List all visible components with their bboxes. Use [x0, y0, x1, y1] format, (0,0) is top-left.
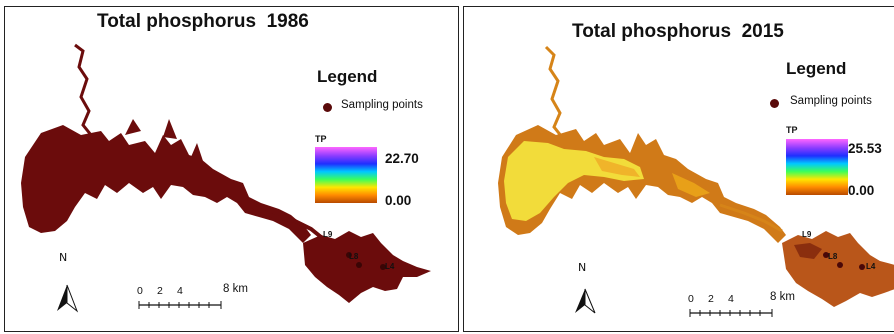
site-label: L4 [866, 262, 876, 271]
color-ramp [786, 139, 848, 195]
reservoir-map-2015: L9 L8 L4 [498, 45, 894, 317]
connecting-channel [252, 205, 323, 239]
sampling-point [823, 252, 829, 258]
scale-bar [138, 301, 222, 309]
upstream-channel [74, 43, 93, 144]
legend-max: 25.53 [848, 141, 882, 156]
scale-tick-2: 2 [708, 293, 714, 305]
north-arrow-icon [575, 289, 585, 313]
legend-max: 22.70 [385, 151, 419, 166]
sampling-point [837, 262, 843, 268]
north-label: N [578, 261, 587, 274]
scale-unit: 8 km [770, 291, 795, 303]
map-panel-1986: Total phosphorus 1986 L9 L8 L4 [4, 6, 459, 332]
lower-basin [303, 231, 431, 303]
legend-variable: TP [786, 125, 798, 135]
map-panel-2015: Total phosphorus 2015 L9 L8 L4 [463, 6, 894, 332]
scale-tick-2: 2 [157, 285, 163, 297]
scale-tick-4: 4 [728, 293, 734, 305]
sampling-point [346, 252, 352, 258]
lower-basin [782, 231, 894, 307]
legend-min: 0.00 [848, 183, 875, 198]
legend-min: 0.00 [385, 193, 412, 208]
color-ramp [315, 147, 377, 203]
site-label: L8 [349, 252, 359, 261]
north-arrow-icon [57, 285, 67, 311]
map-title: Total phosphorus 1986 [97, 11, 309, 32]
side-bays [125, 119, 203, 161]
legend-variable: TP [315, 134, 327, 144]
site-label: L4 [385, 262, 395, 271]
sampling-point [356, 262, 362, 268]
scale-tick-4: 4 [177, 285, 183, 297]
upstream-channel [544, 45, 564, 138]
sampling-label: Sampling points [341, 99, 423, 111]
north-label: N [59, 251, 68, 264]
site-label: L9 [323, 230, 333, 239]
sampling-point [859, 264, 865, 270]
scale-unit: 8 km [223, 283, 248, 295]
sampling-label: Sampling points [790, 95, 872, 107]
map-title: Total phosphorus 2015 [572, 21, 784, 42]
site-label: L8 [828, 252, 838, 261]
legend-title: Legend [786, 59, 847, 78]
legend-title: Legend [317, 67, 378, 86]
site-label: L9 [802, 230, 812, 239]
sampling-point-icon [323, 103, 332, 112]
low-tp-zone [504, 141, 644, 221]
reservoir-map-1986: L9 L8 L4 [21, 43, 431, 313]
scale-bar [689, 309, 773, 317]
sampling-point [380, 264, 386, 270]
scale-tick-0: 0 [688, 293, 694, 305]
scale-tick-0: 0 [137, 285, 143, 297]
sampling-point-icon [770, 99, 779, 108]
reservoir-body [21, 125, 311, 243]
